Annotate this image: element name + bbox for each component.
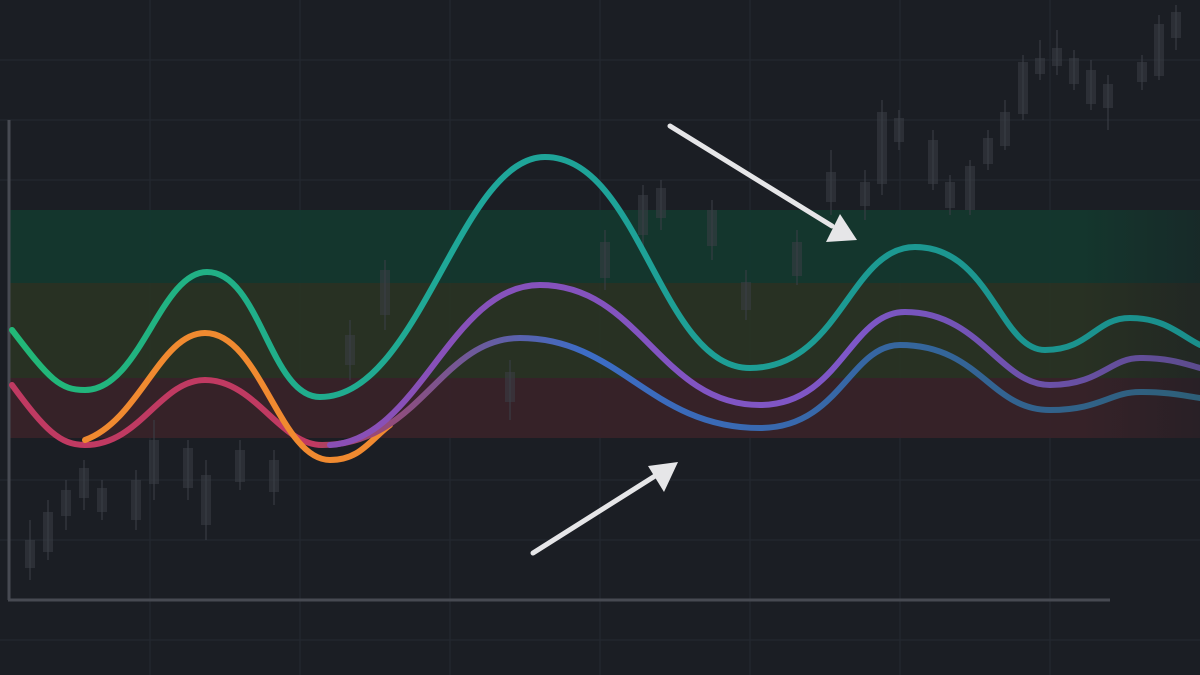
magenta-curve	[9, 376, 325, 449]
candle-body	[269, 460, 279, 492]
candle-body	[1069, 58, 1079, 84]
candle-body	[201, 475, 211, 525]
background-candles	[25, 5, 1181, 580]
candle-body	[1035, 58, 1045, 74]
candle-body	[131, 480, 141, 520]
candle-body	[345, 335, 355, 365]
arrow-shaft	[530, 473, 658, 556]
candle-body	[1052, 48, 1062, 66]
candle-body	[25, 540, 35, 568]
candle-body	[894, 118, 904, 142]
orange-curve	[82, 329, 393, 464]
candle-body	[792, 242, 802, 276]
candle-body	[61, 490, 71, 516]
candle-body	[707, 210, 717, 246]
arrow-head	[826, 214, 857, 242]
candle-body	[43, 512, 53, 552]
candle-body	[1154, 24, 1164, 76]
teal-curve	[9, 153, 1200, 401]
candle-body	[965, 166, 975, 210]
purple-curve	[327, 281, 1200, 448]
candle-body	[79, 468, 89, 498]
candle-body	[1086, 70, 1096, 104]
candle-body	[741, 282, 751, 310]
candle-body	[928, 140, 938, 184]
arrow-shaft	[667, 123, 835, 229]
candle-body	[877, 112, 887, 184]
candle-body	[1171, 12, 1181, 38]
arrow-head	[648, 462, 678, 492]
candle-body	[235, 450, 245, 482]
candle-body	[183, 448, 193, 488]
candle-body	[97, 488, 107, 512]
arrow-down-right	[667, 123, 857, 242]
candle-body	[1000, 112, 1010, 146]
candle-body	[600, 242, 610, 278]
candle-body	[1137, 62, 1147, 82]
candle-body	[638, 195, 648, 235]
candle-body	[505, 372, 515, 402]
candle-body	[860, 182, 870, 206]
arrow-up-right	[530, 462, 678, 556]
candle-body	[945, 182, 955, 208]
candle-body	[1018, 62, 1028, 114]
candle-body	[149, 440, 159, 484]
candle-body	[826, 172, 836, 202]
candle-body	[380, 270, 390, 315]
candle-body	[983, 138, 993, 164]
blue-curve	[319, 334, 1200, 448]
candle-body	[656, 188, 666, 218]
candle-body	[1103, 84, 1113, 108]
